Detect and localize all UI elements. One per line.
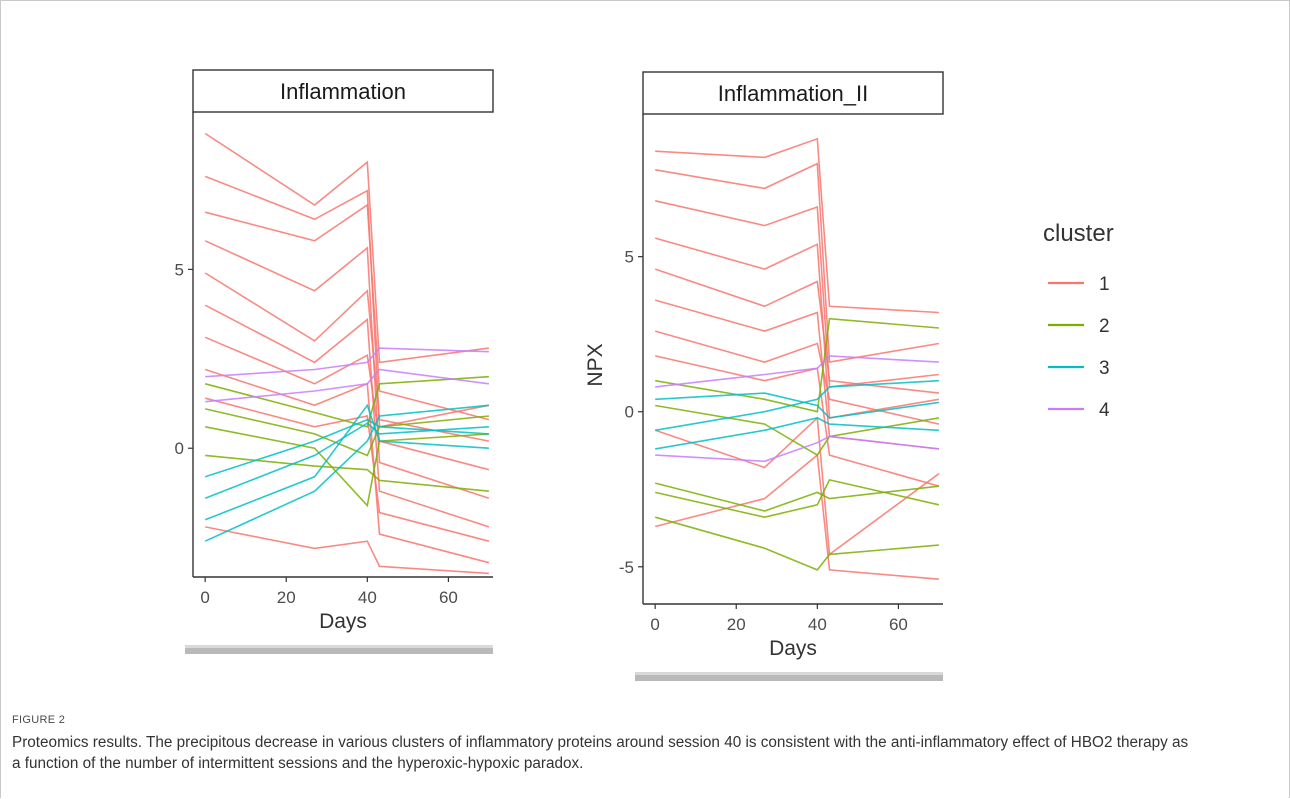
strip-title: Inflammation bbox=[280, 79, 406, 104]
series-line-cluster-3 bbox=[204, 422, 489, 500]
series-line-cluster-2 bbox=[205, 426, 489, 508]
legend-label-cluster-3: 3 bbox=[1099, 358, 1110, 379]
y-tick-label: 5 bbox=[175, 260, 184, 279]
y-tick-label: 0 bbox=[175, 439, 184, 458]
series-line-cluster-1 bbox=[654, 330, 940, 425]
series-line-cluster-1 bbox=[655, 162, 940, 364]
legend-label-cluster-2: 2 bbox=[1099, 316, 1110, 337]
x-tick-label: 60 bbox=[439, 588, 458, 607]
legend-title: cluster bbox=[1043, 220, 1114, 247]
series-line-cluster-2 bbox=[204, 375, 489, 428]
series-line-cluster-1 bbox=[204, 336, 490, 471]
panel-inflammation-ii: Inflammation_II 0 20 40 60 -5 0 5 Days NPX bbox=[584, 71, 944, 681]
series-line-cluster-3 bbox=[204, 403, 489, 521]
series-line-cluster-1 bbox=[204, 397, 490, 542]
series-line-cluster-1 bbox=[654, 299, 939, 450]
series-line-cluster-2 bbox=[655, 317, 939, 413]
series-line-cluster-2 bbox=[655, 404, 940, 457]
x-tick-label: 20 bbox=[277, 588, 296, 607]
x-tick-label: 20 bbox=[727, 615, 746, 634]
series-line-cluster-3 bbox=[204, 418, 489, 478]
series-line-cluster-1 bbox=[204, 175, 490, 428]
series-line-cluster-2 bbox=[655, 482, 939, 512]
x-tick-label: 0 bbox=[200, 588, 209, 607]
series-line-cluster-1 bbox=[655, 200, 939, 388]
panel-scrollbar bbox=[635, 672, 943, 681]
series-group bbox=[204, 132, 490, 575]
figure-caption: Proteomics results. The precipitous decr… bbox=[12, 734, 1189, 772]
series-line-cluster-2 bbox=[205, 454, 489, 492]
panel-scrollbar-highlight bbox=[635, 672, 943, 675]
series-line-cluster-1 bbox=[204, 272, 490, 442]
legend-label-cluster-4: 4 bbox=[1099, 400, 1110, 421]
panel-scrollbar-highlight bbox=[185, 645, 493, 648]
series-line-cluster-1 bbox=[654, 416, 940, 556]
x-axis-label: Days bbox=[319, 610, 367, 633]
strip-box bbox=[192, 69, 494, 113]
series-line-cluster-1 bbox=[204, 304, 490, 528]
x-axis-label: Days bbox=[769, 637, 817, 660]
series-group bbox=[654, 137, 940, 580]
y-axis-label: NPX bbox=[584, 343, 607, 386]
y-tick-label: 5 bbox=[625, 248, 634, 267]
series-line-cluster-4 bbox=[205, 347, 489, 378]
series-line-cluster-3 bbox=[204, 404, 489, 542]
series-line-cluster-4 bbox=[205, 368, 490, 403]
series-line-cluster-1 bbox=[204, 203, 490, 421]
series-line-cluster-3 bbox=[655, 379, 939, 432]
series-line-cluster-2 bbox=[654, 516, 939, 571]
strip-box bbox=[642, 71, 944, 115]
legend: cluster 1 2 3 4 bbox=[1043, 220, 1114, 421]
x-tick-label: 0 bbox=[650, 615, 659, 634]
series-line-cluster-1 bbox=[204, 368, 490, 564]
series-line-cluster-1 bbox=[204, 240, 490, 500]
series-line-cluster-1 bbox=[205, 526, 489, 575]
y-tick-label: 0 bbox=[625, 403, 634, 422]
series-line-cluster-3 bbox=[655, 417, 939, 450]
series-line-cluster-2 bbox=[655, 478, 940, 519]
strip-title: Inflammation_II bbox=[718, 81, 868, 106]
x-tick-label: 60 bbox=[889, 615, 908, 634]
panel-scrollbar bbox=[185, 645, 493, 654]
series-line-cluster-1 bbox=[655, 137, 939, 314]
x-tick-label: 40 bbox=[358, 588, 377, 607]
series-line-cluster-3 bbox=[655, 392, 940, 419]
series-line-cluster-1 bbox=[204, 132, 490, 364]
x-tick-label: 40 bbox=[808, 615, 827, 634]
series-line-cluster-1 bbox=[654, 237, 940, 419]
panel-inflammation: Inflammation 0 20 40 60 0 5 Days bbox=[175, 69, 494, 654]
series-line-cluster-4 bbox=[655, 435, 939, 463]
series-line-cluster-1 bbox=[655, 355, 940, 487]
y-tick-label: -5 bbox=[619, 558, 634, 577]
series-line-cluster-1 bbox=[654, 268, 939, 394]
series-line-cluster-4 bbox=[655, 355, 939, 388]
series-line-cluster-2 bbox=[205, 408, 489, 457]
legend-label-cluster-1: 1 bbox=[1099, 274, 1110, 295]
figure-label: FIGURE 2 bbox=[12, 714, 66, 726]
